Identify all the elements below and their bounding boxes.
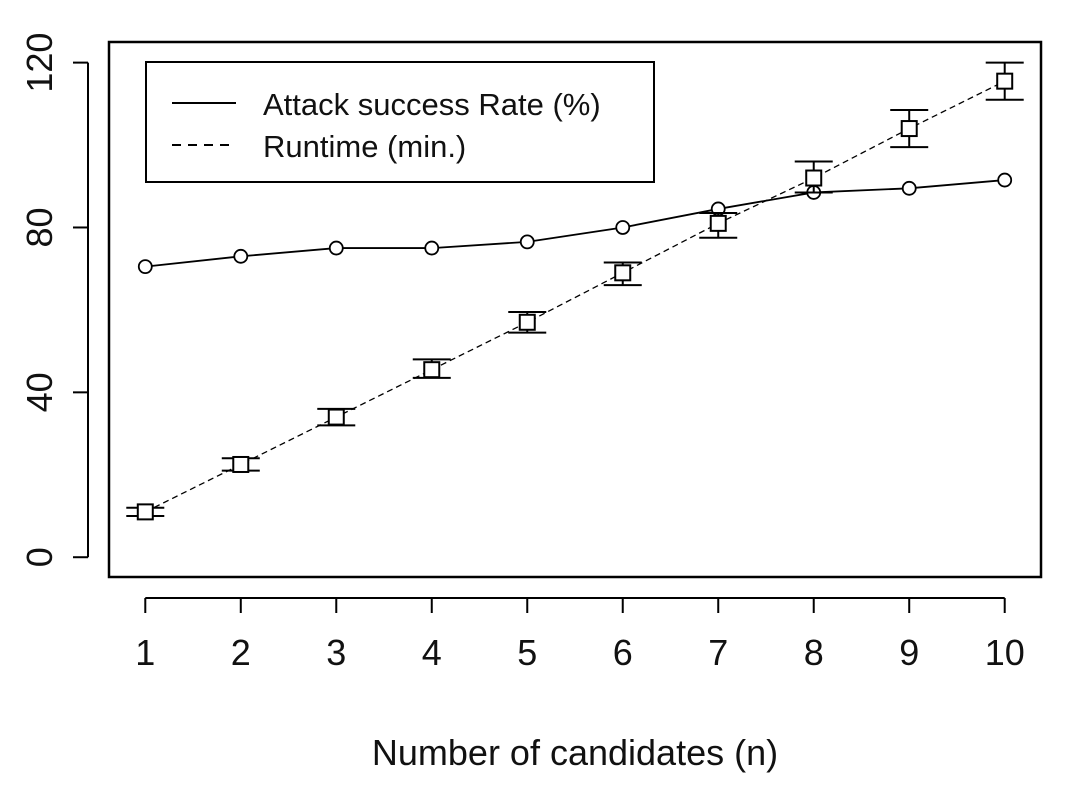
- point-circle-2: [328, 240, 344, 256]
- legend-box: [145, 61, 655, 183]
- x-tick-label-8: 9: [899, 632, 919, 673]
- point-circle-3: [424, 240, 440, 256]
- y-tick-label-3: 120: [19, 33, 60, 93]
- point-circle-1: [233, 248, 249, 264]
- point-circle-9: [997, 172, 1013, 188]
- series-line-0: [145, 179, 1005, 268]
- series-line-1: [144, 80, 1006, 513]
- point-circle-8: [901, 180, 917, 196]
- point-square-5: [614, 264, 632, 282]
- point-square-9: [996, 72, 1014, 90]
- x-tick-label-2: 3: [326, 632, 346, 673]
- point-square-7: [805, 169, 823, 187]
- x-tick-label-5: 6: [613, 632, 633, 673]
- y-tick-label-2: 80: [19, 207, 60, 247]
- point-circle-4: [519, 234, 535, 250]
- point-square-0: [136, 503, 154, 521]
- point-square-1: [232, 455, 250, 473]
- point-square-6: [709, 214, 727, 232]
- series-layer: [126, 61, 1024, 521]
- point-square-4: [518, 313, 536, 331]
- y-tick-label-0: 0: [19, 547, 60, 567]
- point-circle-0: [137, 259, 153, 275]
- series-0: [137, 172, 1013, 275]
- series-1: [126, 61, 1024, 521]
- legend-label-0: Attack success Rate (%): [263, 87, 601, 122]
- y-tick-label-1: 40: [19, 372, 60, 412]
- x-tick-label-3: 4: [422, 632, 442, 673]
- x-tick-label-1: 2: [231, 632, 251, 673]
- plot-frame: [107, 40, 1043, 579]
- x-axis-label: Number of candidates (n): [372, 732, 778, 773]
- x-tick-label-9: 10: [985, 632, 1025, 673]
- x-tick-label-4: 5: [517, 632, 537, 673]
- point-square-8: [900, 120, 918, 138]
- point-circle-5: [615, 220, 631, 235]
- x-tick-label-0: 1: [135, 632, 155, 673]
- legend-label-1: Runtime (min.): [263, 129, 466, 164]
- point-square-2: [327, 408, 345, 426]
- x-tick-label-7: 8: [804, 632, 824, 673]
- x-tick-label-6: 7: [708, 632, 728, 673]
- axes: 1 2 3 4 5 6 7 8 9 10 0 40 80 120: [19, 33, 1025, 673]
- legend: Attack success Rate (%) Runtime (min.): [145, 61, 655, 183]
- point-square-3: [423, 361, 441, 379]
